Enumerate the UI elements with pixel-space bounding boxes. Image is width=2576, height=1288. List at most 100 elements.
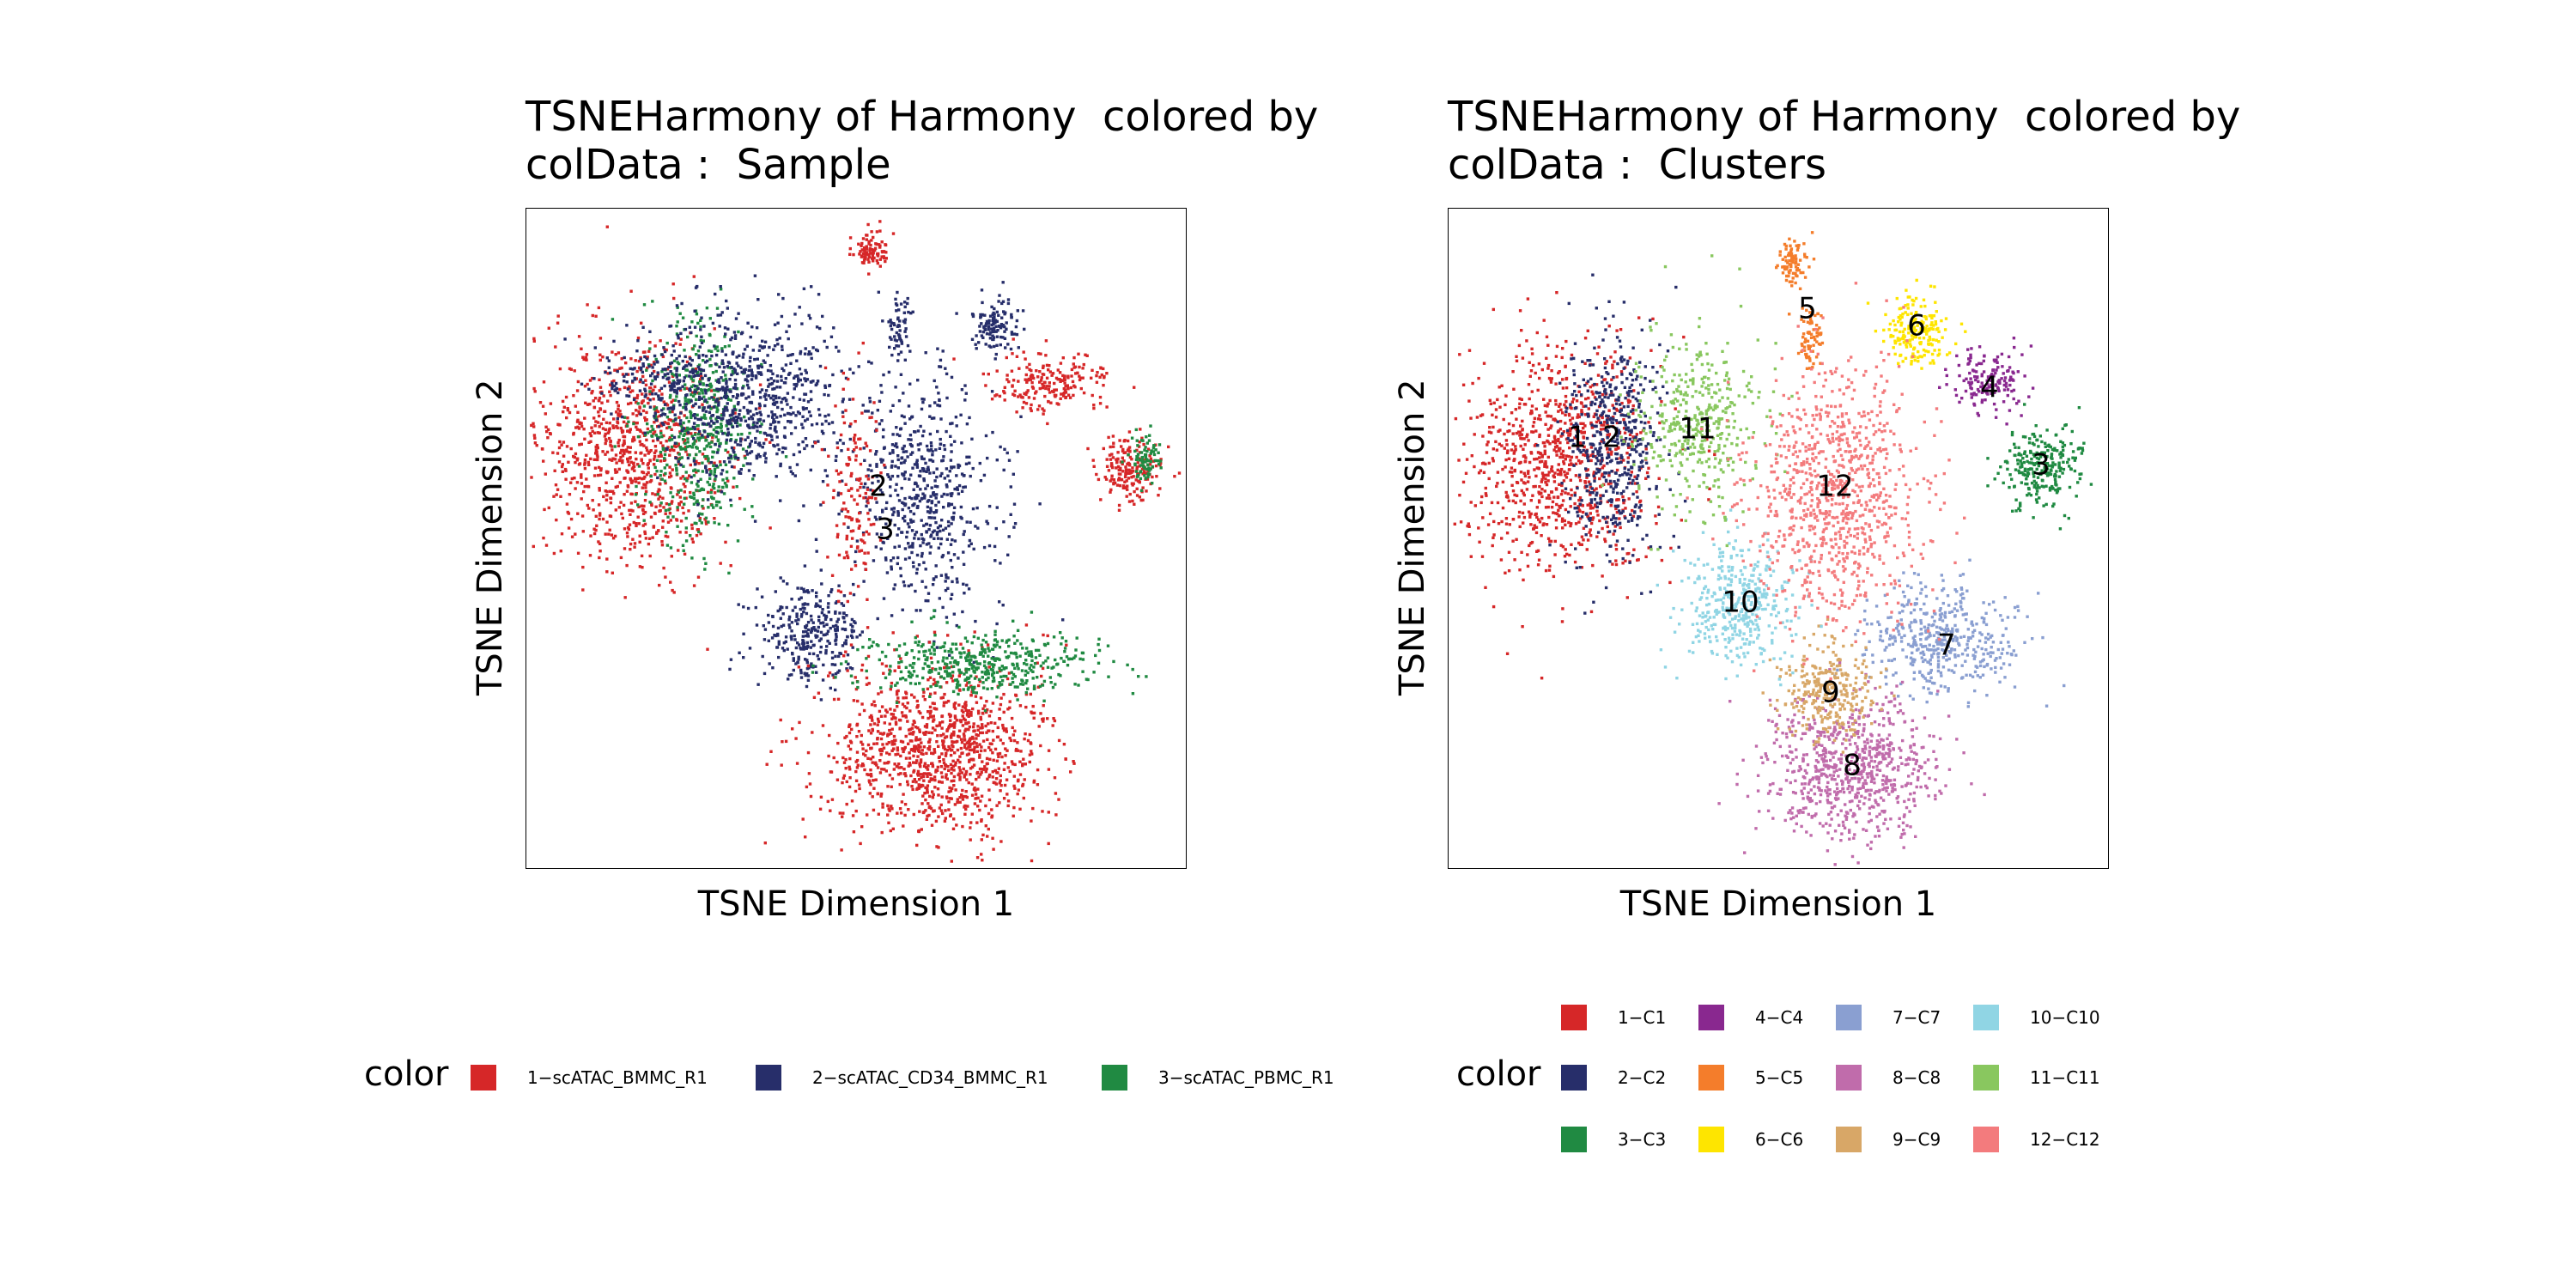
data-point <box>821 314 824 319</box>
data-point <box>727 422 731 426</box>
data-point <box>595 453 599 457</box>
data-point <box>1109 479 1112 483</box>
data-point <box>687 509 690 513</box>
data-point <box>843 736 847 739</box>
data-point <box>1078 378 1082 382</box>
data-point <box>716 349 720 353</box>
data-point <box>901 740 905 744</box>
data-point <box>715 406 719 410</box>
data-point <box>742 352 745 355</box>
data-point <box>662 447 665 450</box>
data-point <box>870 496 874 500</box>
data-point <box>684 364 688 368</box>
data-point <box>1112 478 1116 482</box>
data-point <box>679 500 683 504</box>
data-point <box>1078 374 1081 378</box>
data-point <box>827 393 830 398</box>
data-point <box>677 442 680 446</box>
data-point <box>811 445 815 448</box>
data-point <box>680 426 684 429</box>
data-point <box>1115 458 1118 461</box>
data-point <box>730 465 734 469</box>
data-point <box>791 472 794 476</box>
data-point <box>634 493 638 496</box>
data-point <box>743 454 746 459</box>
data-point <box>1030 374 1034 377</box>
data-point <box>948 532 951 536</box>
data-point <box>815 602 818 605</box>
data-point <box>713 521 716 525</box>
data-point <box>1127 446 1132 449</box>
data-point <box>740 370 744 374</box>
data-point <box>677 549 680 552</box>
data-point <box>620 448 623 453</box>
data-point <box>609 501 613 505</box>
data-point <box>708 357 712 361</box>
data-point <box>964 462 969 465</box>
data-point <box>964 769 969 774</box>
data-point <box>857 526 860 530</box>
data-point <box>1061 356 1065 360</box>
data-point <box>911 542 914 545</box>
data-point <box>1149 452 1152 455</box>
data-point <box>613 384 617 388</box>
data-point <box>671 283 675 286</box>
data-point <box>890 807 894 811</box>
data-point <box>860 248 864 252</box>
data-point <box>928 471 932 475</box>
data-point <box>1091 393 1094 398</box>
data-point <box>563 467 568 471</box>
data-point <box>855 539 860 543</box>
data-point <box>1008 700 1012 703</box>
data-point <box>1012 738 1017 743</box>
data-point <box>750 417 755 421</box>
data-point <box>1046 717 1049 720</box>
data-point <box>775 337 779 342</box>
data-point <box>802 398 805 402</box>
data-point <box>606 471 610 474</box>
data-point <box>611 489 615 494</box>
data-point <box>683 349 686 352</box>
data-point <box>694 286 698 289</box>
data-point <box>688 387 691 392</box>
data-point <box>1134 470 1139 473</box>
data-point <box>645 446 648 450</box>
data-point <box>620 512 623 516</box>
data-point <box>860 630 864 634</box>
data-point <box>650 390 653 393</box>
data-point <box>693 344 696 348</box>
data-point <box>760 373 763 376</box>
data-point <box>711 321 715 325</box>
data-point <box>867 272 871 276</box>
data-point <box>895 303 899 307</box>
data-point <box>606 372 610 375</box>
data-point <box>1012 784 1016 788</box>
data-point <box>935 493 939 496</box>
data-point <box>929 507 933 510</box>
data-point <box>915 759 919 762</box>
data-point <box>871 761 874 764</box>
data-point <box>852 371 855 375</box>
data-point <box>1120 445 1123 448</box>
data-point <box>739 437 743 440</box>
data-point <box>763 361 767 364</box>
data-point <box>617 412 620 416</box>
data-point <box>907 506 911 510</box>
data-point <box>1081 376 1084 380</box>
data-point <box>922 810 926 814</box>
data-point <box>952 726 957 729</box>
data-point <box>708 404 712 408</box>
data-point <box>721 388 725 392</box>
data-point <box>903 477 907 481</box>
data-point <box>677 399 681 404</box>
data-point <box>778 337 781 340</box>
data-point <box>781 367 784 370</box>
data-point <box>869 783 872 787</box>
data-point <box>995 804 999 807</box>
data-point <box>670 361 674 365</box>
data-point <box>944 526 948 530</box>
data-point <box>709 495 714 499</box>
data-point <box>921 492 925 495</box>
data-point <box>732 408 737 411</box>
data-point <box>658 482 661 485</box>
